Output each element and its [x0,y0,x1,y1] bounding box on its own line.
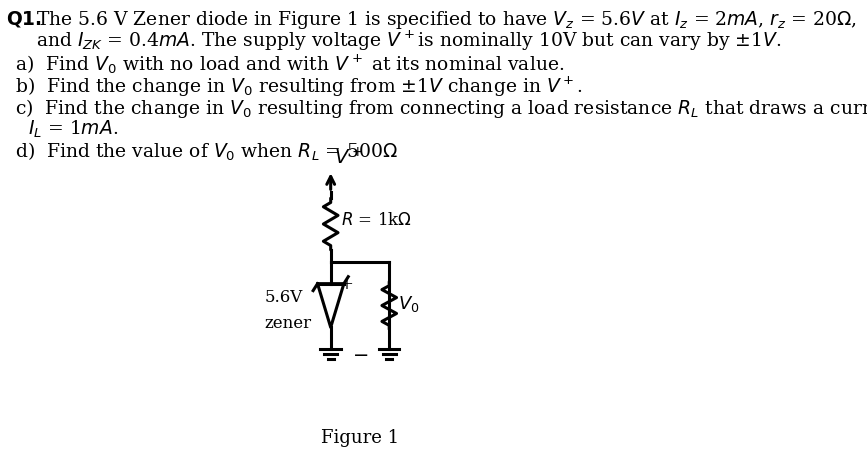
Text: $-$: $-$ [352,345,368,363]
Text: zener: zener [264,315,312,333]
Text: +: + [340,276,354,293]
Text: $R$ = 1k$\Omega$: $R$ = 1k$\Omega$ [341,212,412,228]
Text: The 5.6 V Zener diode in Figure 1 is specified to have $V_z$ = 5.6$V$ at $I_z$ =: The 5.6 V Zener diode in Figure 1 is spe… [36,10,857,31]
Text: d)  Find the value of $V_0$ when $R_L$ = 500$\Omega$: d) Find the value of $V_0$ when $R_L$ = … [15,141,397,163]
Text: 5.6V: 5.6V [264,289,303,306]
Text: $V^+$: $V^+$ [334,147,363,168]
Text: $\mathbf{Q1.}$: $\mathbf{Q1.}$ [6,10,42,29]
Text: c)  Find the change in $V_0$ resulting from connecting a load resistance $R_L$ t: c) Find the change in $V_0$ resulting fr… [15,97,867,120]
Text: $V_0$: $V_0$ [398,293,420,313]
Text: Figure 1: Figure 1 [321,429,399,447]
Text: a)  Find $V_0$ with no load and with $V^+$ at its nominal value.: a) Find $V_0$ with no load and with $V^+… [15,53,564,76]
Text: b)  Find the change in $V_0$ resulting from $\pm$1$V$ change in $V^+$.: b) Find the change in $V_0$ resulting fr… [15,75,583,99]
Text: $I_L$ = 1$mA$.: $I_L$ = 1$mA$. [28,119,118,140]
Text: and $I_{ZK}$ = 0.4$mA$. The supply voltage $V^+$is nominally 10V but can vary by: and $I_{ZK}$ = 0.4$mA$. The supply volta… [36,29,781,53]
